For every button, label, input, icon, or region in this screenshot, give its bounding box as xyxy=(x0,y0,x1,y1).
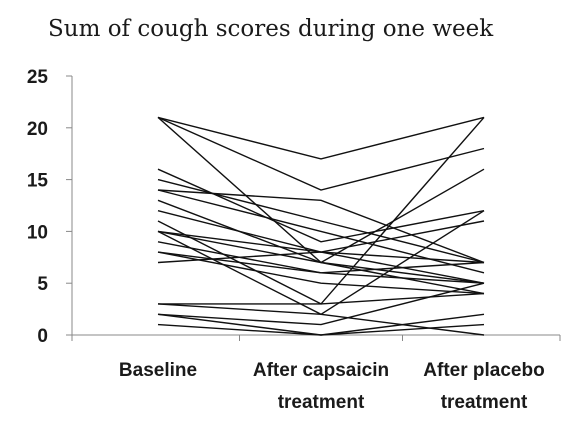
y-axis: 0 5 10 15 20 25 xyxy=(27,67,73,347)
series-line-2 xyxy=(157,116,485,191)
x-category-label-line: Baseline xyxy=(119,360,197,381)
series-lines xyxy=(157,116,485,336)
y-tick-label: 0 xyxy=(37,326,48,347)
x-category-label-line: treatment xyxy=(441,392,528,413)
series-line-16 xyxy=(157,251,485,295)
series-line-1 xyxy=(157,116,485,160)
x-category-label: Baseline xyxy=(119,360,197,381)
series-line-6 xyxy=(157,189,485,264)
series-line-11 xyxy=(157,220,485,253)
x-category-label-line: treatment xyxy=(278,392,365,413)
series-line-5 xyxy=(157,178,485,264)
y-tick-label: 5 xyxy=(37,274,48,295)
y-tick-label: 20 xyxy=(27,119,48,140)
y-tick-label: 15 xyxy=(27,171,49,192)
series-line-17 xyxy=(157,251,485,264)
series-line-8 xyxy=(157,168,485,264)
x-category-label: After capsaicin treatment xyxy=(253,360,389,413)
y-tick-label: 25 xyxy=(27,67,49,88)
series-line-7 xyxy=(157,189,485,274)
y-tick-label: 10 xyxy=(27,222,48,243)
x-category-label-line: After capsaicin xyxy=(253,360,389,381)
x-category-label-line: After placebo xyxy=(423,360,544,381)
chart-title: Sum of cough scores during one week xyxy=(48,16,494,42)
series-line-21 xyxy=(157,282,485,326)
series-line-12 xyxy=(157,230,485,295)
series-line-10 xyxy=(157,116,485,305)
x-category-label: After placebo treatment xyxy=(423,360,544,413)
series-line-22 xyxy=(157,323,485,336)
series-line-19 xyxy=(157,210,485,316)
